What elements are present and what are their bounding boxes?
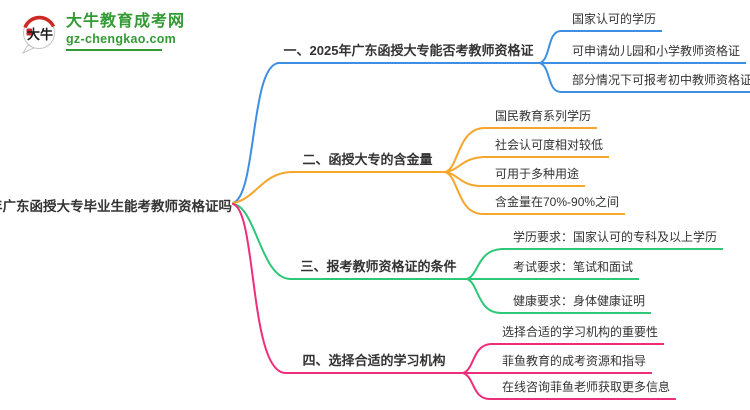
branch-1-child-1: 国家认可的学历 [560, 10, 663, 32]
logo-title: 大牛教育成考网 [66, 13, 186, 30]
branch-1-child-2: 可申请幼儿园和小学教师资格证 [560, 42, 747, 64]
logo-icon-text: 大牛 [27, 27, 53, 42]
logo-underline [66, 49, 162, 51]
branch-1-links [232, 30, 562, 204]
branch-4-child-3: 在线咨询菲鱼老师获取更多信息 [490, 378, 677, 400]
branch-2-links [232, 127, 485, 216]
branch-2-child-3: 可用于多种用途 [483, 165, 586, 187]
branch-2-child-2: 社会认可度相对较低 [483, 136, 610, 158]
site-logo: 大牛 大牛教育成考网 gz-chengkao.com [18, 12, 185, 56]
branch-2-child-4: 含金量在70%-90%之间 [483, 193, 626, 215]
branch-3-child-3: 健康要求：身体健康证明 [501, 292, 652, 314]
branch-4-child-1: 选择合适的学习机构的重要性 [490, 323, 665, 345]
branch-3-node: 三、报考教师资格证的条件 [290, 256, 467, 280]
root-topic-node: 2025年广东函授大专毕业生能考教师资格证吗 [0, 199, 232, 214]
branch-4-links [232, 203, 492, 401]
logo-url: gz-chengkao.com [66, 32, 177, 46]
branch-4-child-2: 菲鱼教育的成考资源和指导 [490, 352, 653, 374]
branch-1-node: 一、2025年广东函授大专能否考教师资格证 [277, 40, 540, 64]
branch-2-child-1: 国民教育系列学历 [483, 107, 598, 129]
daniu-seal-icon: 大牛 [21, 15, 56, 55]
branch-3-links [232, 203, 503, 315]
branch-4-node: 四、选择合适的学习机构 [285, 350, 463, 374]
branch-1-child-3: 部分情况下可报考初中教师资格证 [560, 71, 750, 93]
branch-3-child-1: 学历要求：国家认可的专科及以上学历 [501, 228, 724, 250]
branch-3-child-2: 考试要求：笔试和面试 [501, 258, 640, 280]
branch-2-node: 二、函授大专的含金量 [290, 149, 445, 173]
